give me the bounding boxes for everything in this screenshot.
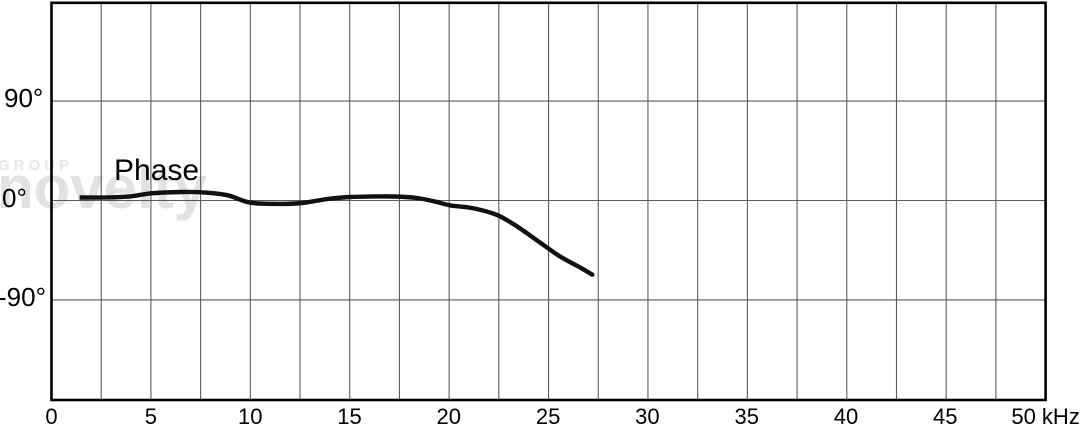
svg-text:25: 25 [536, 404, 560, 429]
svg-text:35: 35 [734, 404, 758, 429]
svg-text:5: 5 [145, 404, 157, 429]
svg-text:0°: 0° [2, 183, 27, 213]
svg-text:15: 15 [337, 404, 361, 429]
svg-text:50 kHz: 50 kHz [1011, 404, 1079, 429]
svg-text:30: 30 [635, 404, 659, 429]
svg-text:90°: 90° [4, 83, 43, 113]
svg-text:20: 20 [437, 404, 461, 429]
svg-text:-90°: -90° [0, 282, 46, 312]
svg-text:45: 45 [933, 404, 957, 429]
svg-text:Phase: Phase [114, 154, 199, 187]
svg-text:0: 0 [45, 404, 57, 429]
svg-text:40: 40 [834, 404, 858, 429]
svg-text:10: 10 [238, 404, 262, 429]
